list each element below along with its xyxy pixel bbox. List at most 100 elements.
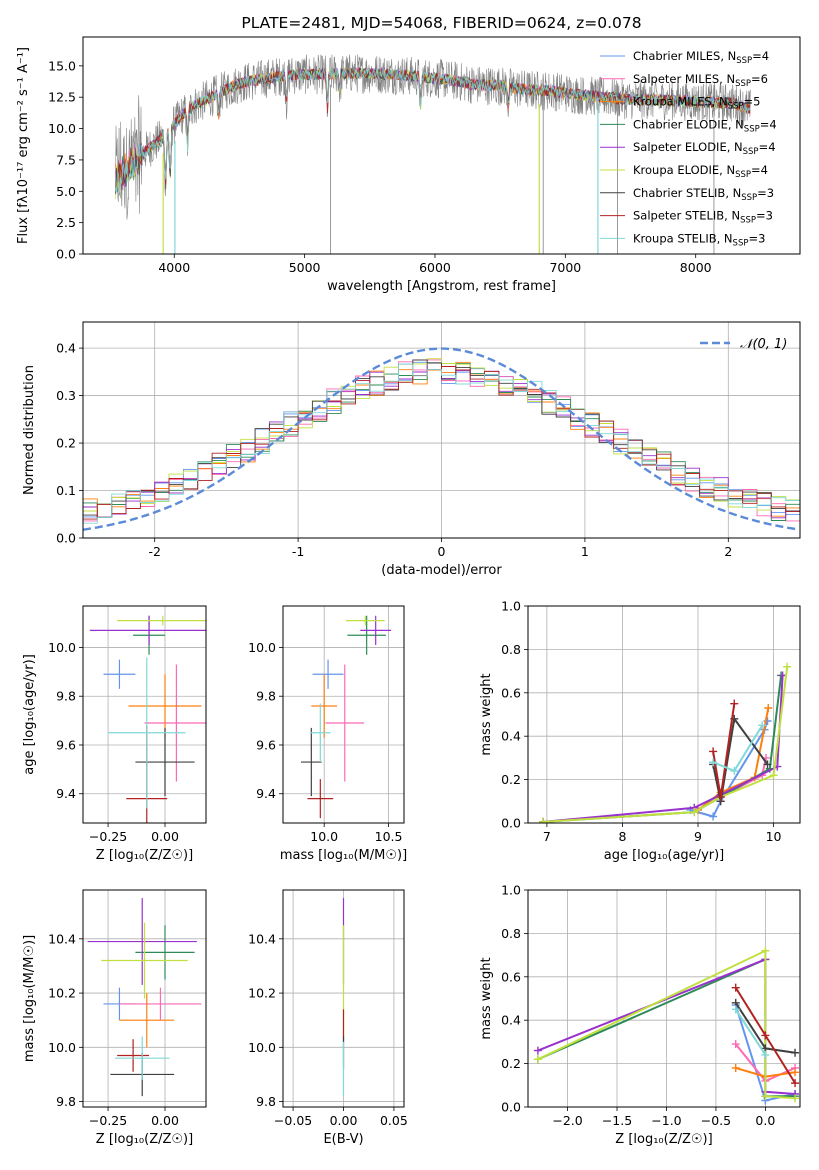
weight-marker: [764, 703, 773, 712]
x-axis-label: Z [log₁₀(Z/Z☉)]: [96, 848, 193, 863]
legend-sub: SSP: [735, 170, 751, 180]
x-tick-label: -2: [148, 544, 160, 559]
y-axis-label: mass [log₁₀(M/M☉)]: [22, 935, 37, 1062]
legend-suffix: =4: [751, 163, 768, 177]
plot-area: [83, 890, 206, 1107]
x-tick-label: −2.0: [552, 1113, 582, 1128]
y-tick-label: 10.0: [48, 640, 76, 655]
plot-area: [528, 890, 800, 1107]
x-tick-label: 8000: [680, 260, 712, 275]
x-tick-label: 0.00: [151, 1113, 179, 1128]
x-axis-label: age [log₁₀(age/yr)]: [604, 848, 725, 863]
y-tick-label: 0.0: [56, 531, 76, 546]
x-tick-label: 6000: [419, 260, 451, 275]
errorbar-point: [119, 993, 175, 1048]
weight-marker: [761, 1050, 770, 1059]
legend-label: Salpeter MILES, N: [633, 72, 735, 86]
normal-curve: [83, 347, 798, 531]
legend-suffix: =4: [760, 117, 777, 131]
y-tick-label: 0.8: [501, 926, 521, 941]
x-axis-label: Z [log₁₀(Z/Z☉)]: [96, 1132, 193, 1147]
axes-frame: [82, 36, 801, 255]
legend-suffix: =3: [756, 209, 773, 223]
plot-area: [528, 606, 800, 823]
weight-marker: [761, 1092, 770, 1101]
legend-entry: Salpeter STELIB, NSSP=3: [633, 209, 773, 226]
y-axis-label: age [log₁₀(age/yr)]: [22, 654, 37, 775]
weight-marker: [730, 766, 739, 775]
weight-marker: [709, 758, 718, 767]
y-tick-label: 0.1: [56, 483, 76, 498]
y-tick-label: 0.4: [501, 1013, 521, 1028]
errorbar-point: [108, 657, 186, 809]
weight-marker: [731, 1005, 740, 1014]
axes-frame: [82, 605, 207, 824]
x-tick-label: 8: [618, 829, 626, 844]
panel-mass_vs_Z: −0.25 0.00 9.8 10.0 10.2 10.4 Z [log₁₀(Z/Z☉)] m…: [22, 889, 207, 1147]
plot-area: [83, 606, 206, 823]
legend-sub: SSP: [743, 147, 759, 157]
weight-marker: [761, 946, 770, 955]
legend-entry: Kroupa MILES, NSSP=5: [633, 95, 760, 112]
histogram-series: [83, 361, 800, 518]
chart-title: PLATE=2481, MJD=54068, FIBERID=0624, z=0…: [241, 14, 641, 32]
y-tick-label: 10.0: [248, 1040, 276, 1055]
y-tick-label: 9.4: [256, 786, 276, 801]
legend-entry: Salpeter MILES, NSSP=6: [633, 72, 768, 89]
weight-series: [543, 675, 784, 823]
weight-marker: [533, 1055, 542, 1064]
x-tick-label: −0.5: [701, 1113, 731, 1128]
x-axis-label: (data-model)/error: [381, 563, 502, 578]
weight-marker: [690, 808, 699, 817]
x-tick-label: −1.5: [602, 1113, 632, 1128]
y-tick-label: 9.8: [256, 689, 276, 704]
x-tick-label: −0.25: [89, 829, 127, 844]
legend-entry: Kroupa STELIB, NSSP=3: [633, 231, 765, 248]
errorbar-point: [117, 615, 206, 626]
x-tick-label: −0.25: [89, 1113, 127, 1128]
y-tick-label: 5.0: [56, 184, 76, 199]
y-tick-label: 10.2: [248, 986, 276, 1001]
errorbar-point: [347, 615, 386, 655]
x-tick-label: 1: [581, 544, 589, 559]
weight-marker: [730, 699, 739, 708]
errorbar-point: [87, 898, 197, 985]
legend-label: Salpeter STELIB, N: [633, 209, 740, 223]
errorbar-point: [307, 779, 334, 819]
errorbar-point: [119, 987, 202, 1021]
errorbar-point: [346, 615, 385, 626]
y-tick-label: 2.5: [56, 215, 76, 230]
x-tick-label: 9: [694, 829, 702, 844]
legend-suffix: =6: [751, 72, 768, 86]
x-tick-label: 4000: [158, 260, 190, 275]
legend-suffix: =5: [743, 95, 760, 109]
y-tick-label: 9.6: [56, 737, 76, 752]
y-tick-label: 0.2: [56, 436, 76, 451]
x-axis-label: Z [log₁₀(Z/Z☉)]: [615, 1132, 712, 1147]
y-axis-label: Flux [fλ10⁻¹⁷ erg cm⁻² s⁻¹ A⁻¹]: [16, 47, 31, 244]
weight-marker: [791, 1079, 800, 1088]
axes-frame: [282, 889, 405, 1108]
x-tick-label: 0: [438, 544, 446, 559]
plot-area: [283, 890, 404, 1107]
legend-sub: SSP: [733, 238, 749, 248]
panel-weight_vs_age: 7 8 9 10 0.0 0.2 0.4 0.6 0.8 1.0 age [log₁₀(age/yr…: [479, 599, 801, 863]
panel-weight_vs_Z: −2.0 −1.5 −1.0 −0.5 0.0 0.0 0.2 0.4 0.6 0.8 1.0 Z […: [479, 883, 801, 1147]
weight-marker: [761, 1031, 770, 1040]
weight-marker: [783, 662, 792, 671]
plot-area: [115, 54, 751, 254]
y-tick-label: 10.0: [48, 121, 76, 136]
errorbar-point: [144, 664, 206, 782]
panel-residuals: -2 -1 0 1 2 0.0 0.1 0.2 0.3 0.4 (data-model)/error…: [22, 321, 801, 578]
legend-suffix: =3: [757, 186, 774, 200]
y-tick-label: 0.6: [501, 969, 521, 984]
legend-sub: SSP: [740, 216, 756, 226]
y-axis-label: mass weight: [479, 957, 494, 1039]
x-tick-label: −1.0: [651, 1113, 681, 1128]
weight-marker: [791, 1068, 800, 1077]
legend-label: Salpeter ELODIE, N: [633, 140, 743, 154]
axes-frame: [82, 889, 207, 1108]
errorbar-point: [312, 659, 344, 689]
weight-marker: [731, 1063, 740, 1072]
